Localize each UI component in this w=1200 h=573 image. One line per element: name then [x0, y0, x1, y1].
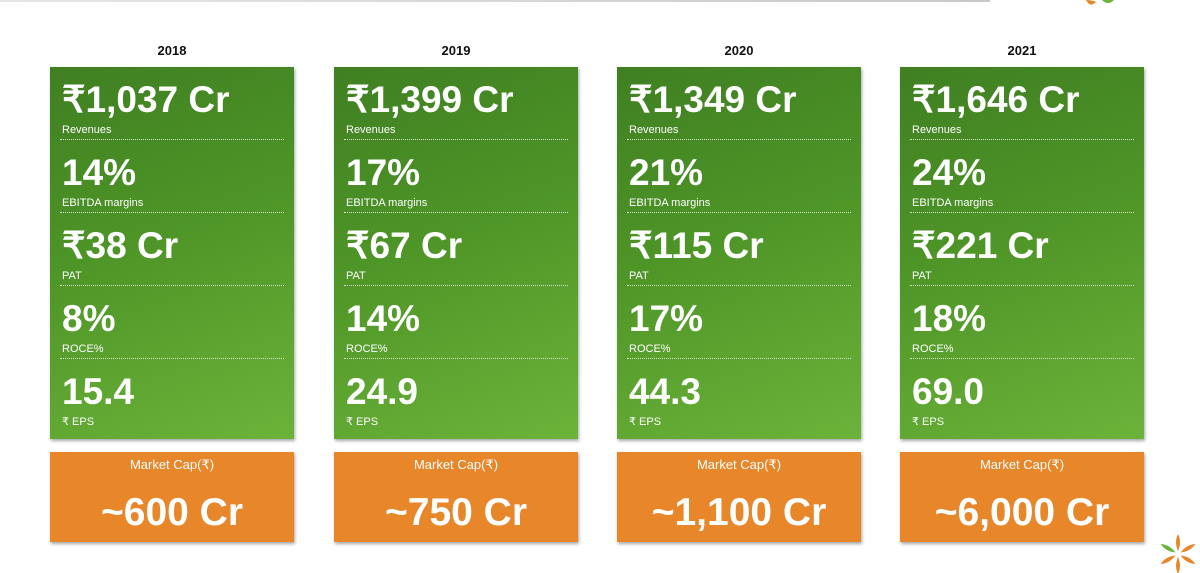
metric-ebitda: 14% EBITDA margins [60, 140, 284, 213]
metric-eps: 44.3 ₹ EPS [627, 359, 851, 432]
metric-value: 17% [346, 152, 421, 193]
metric-label: EBITDA margins [912, 197, 994, 209]
market-cap-label: Market Cap(₹) [696, 457, 782, 472]
metric-label: EBITDA margins [346, 197, 428, 209]
year-heading: 2021 [1007, 43, 1037, 58]
metric-label: ROCE% [629, 343, 671, 355]
market-cap-card: Market Cap(₹) ~750 Cr [334, 452, 578, 542]
metric-value: 8% [62, 298, 116, 339]
metric-label: ₹ EPS [629, 416, 662, 428]
metric-value: 69.0 [912, 371, 985, 412]
metric-label: PAT [629, 270, 649, 282]
market-cap-value: ~1,100 Cr [651, 491, 827, 534]
flower-logo-icon [1160, 534, 1196, 573]
metric-label: Revenues [629, 124, 679, 136]
year-column-2021: 2021 ₹1,646 Cr Revenues 24% EBITDA margi… [900, 38, 1144, 542]
metric-roce: 14% ROCE% [344, 286, 568, 359]
metric-value: ₹1,037 Cr [62, 79, 230, 120]
metric-eps: 24.9 ₹ EPS [344, 359, 568, 432]
metric-value: 24% [912, 152, 987, 193]
metric-value: ₹1,349 Cr [629, 79, 797, 120]
metric-label: ROCE% [346, 343, 388, 355]
metric-label: ROCE% [62, 343, 104, 355]
header-divider [0, 0, 990, 2]
year-heading: 2019 [441, 43, 471, 58]
year-column-2020: 2020 ₹1,349 Cr Revenues 21% EBITDA margi… [617, 38, 861, 542]
metric-label: ₹ EPS [346, 416, 379, 428]
metrics-card: ₹1,349 Cr Revenues 21% EBITDA margins ₹1… [617, 67, 861, 439]
metric-roce: 18% ROCE% [910, 286, 1134, 359]
metric-value: 21% [629, 152, 704, 193]
metric-revenues: ₹1,349 Cr Revenues [627, 67, 851, 140]
metric-label: ₹ EPS [62, 416, 95, 428]
metric-pat: ₹38 Cr PAT [60, 213, 284, 286]
metric-ebitda: 17% EBITDA margins [344, 140, 568, 213]
metric-label: PAT [62, 270, 82, 282]
year-column-2019: 2019 ₹1,399 Cr Revenues 17% EBITDA margi… [334, 38, 578, 542]
metric-eps: 69.0 ₹ EPS [910, 359, 1134, 432]
metric-revenues: ₹1,646 Cr Revenues [910, 67, 1134, 140]
metric-label: PAT [346, 270, 366, 282]
metric-value: ₹1,646 Cr [912, 79, 1080, 120]
year-column-2018: 2018 ₹1,037 Cr Revenues 14% EBITDA margi… [50, 38, 294, 542]
market-cap-card: Market Cap(₹) ~600 Cr [50, 452, 294, 542]
metric-label: ₹ EPS [912, 416, 945, 428]
metric-label: ROCE% [912, 343, 954, 355]
metric-value: 14% [346, 298, 421, 339]
market-cap-label: Market Cap(₹) [413, 457, 499, 472]
metrics-card: ₹1,037 Cr Revenues 14% EBITDA margins ₹3… [50, 67, 294, 439]
market-cap-card: Market Cap(₹) ~6,000 Cr [900, 452, 1144, 542]
metric-pat: ₹67 Cr PAT [344, 213, 568, 286]
metric-value: ₹67 Cr [346, 225, 463, 266]
metric-label: Revenues [346, 124, 396, 136]
leaf-logo-icon [1086, 0, 1114, 5]
metric-value: ₹38 Cr [62, 225, 179, 266]
metric-roce: 8% ROCE% [60, 286, 284, 359]
metric-ebitda: 24% EBITDA margins [910, 140, 1134, 213]
metrics-card: ₹1,399 Cr Revenues 17% EBITDA margins ₹6… [334, 67, 578, 439]
metric-revenues: ₹1,399 Cr Revenues [344, 67, 568, 140]
market-cap-label: Market Cap(₹) [129, 457, 215, 472]
metric-label: Revenues [912, 124, 962, 136]
metric-value: 17% [629, 298, 704, 339]
metric-pat: ₹115 Cr PAT [627, 213, 851, 286]
metric-label: EBITDA margins [629, 197, 711, 209]
metric-value: ₹1,399 Cr [346, 79, 514, 120]
metric-pat: ₹221 Cr PAT [910, 213, 1134, 286]
market-cap-value: ~600 Cr [100, 491, 244, 534]
metric-ebitda: 21% EBITDA margins [627, 140, 851, 213]
year-heading: 2020 [724, 43, 754, 58]
metric-value: 18% [912, 298, 987, 339]
metric-value: ₹115 Cr [629, 225, 764, 266]
metric-value: 44.3 [629, 371, 702, 412]
metric-label: Revenues [62, 124, 112, 136]
metric-roce: 17% ROCE% [627, 286, 851, 359]
metric-label: PAT [912, 270, 932, 282]
year-heading: 2018 [157, 43, 187, 58]
metric-value: 24.9 [346, 371, 419, 412]
metric-value: ₹221 Cr [912, 225, 1049, 266]
market-cap-label: Market Cap(₹) [979, 457, 1065, 472]
metrics-card: ₹1,646 Cr Revenues 24% EBITDA margins ₹2… [900, 67, 1144, 439]
metric-value: 15.4 [62, 371, 135, 412]
market-cap-value: ~750 Cr [384, 491, 528, 534]
market-cap-card: Market Cap(₹) ~1,100 Cr [617, 452, 861, 542]
market-cap-value: ~6,000 Cr [934, 491, 1110, 534]
metric-label: EBITDA margins [62, 197, 144, 209]
metric-eps: 15.4 ₹ EPS [60, 359, 284, 432]
metric-revenues: ₹1,037 Cr Revenues [60, 67, 284, 140]
metric-value: 14% [62, 152, 137, 193]
